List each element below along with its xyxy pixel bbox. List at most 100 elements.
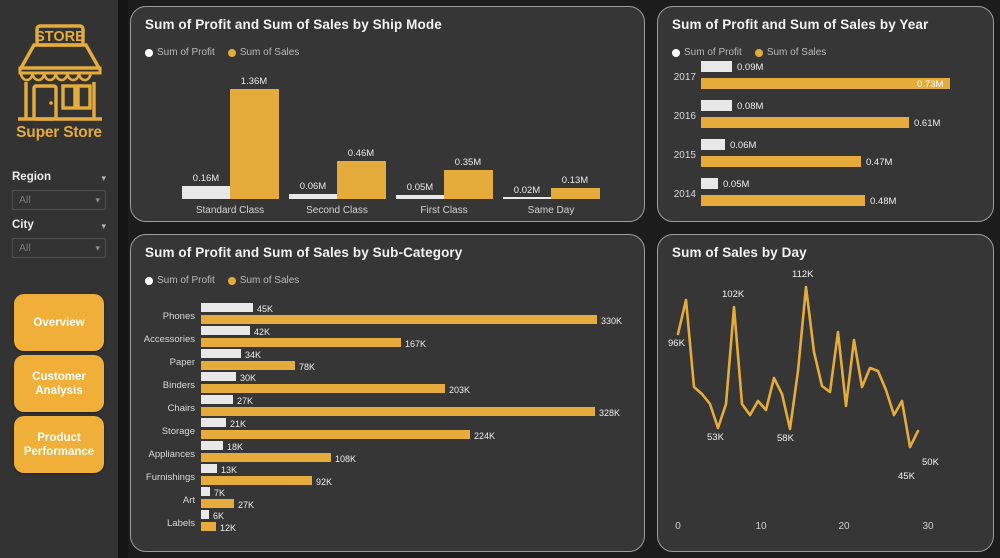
chevron-down-icon-city: ▾	[95, 243, 100, 253]
bar-profit-2017[interactable]	[701, 61, 732, 72]
nav-button-product-performance-label: Product Performance	[23, 431, 95, 458]
category-paper: Paper	[169, 357, 195, 368]
bar-sales-accessories[interactable]	[201, 338, 401, 347]
bar-sales-art[interactable]	[201, 499, 234, 508]
legend-label-profit: Sum of Profit	[157, 47, 215, 58]
value-profit-2016: 0.08M	[737, 101, 764, 112]
bar-profit-appliances[interactable]	[201, 441, 223, 450]
bar-sales-2015[interactable]	[701, 156, 861, 167]
category-accessories: Accessories	[143, 334, 195, 345]
bar-sales-furnishings[interactable]	[201, 476, 312, 485]
value-profit-standard-class: 0.16M	[192, 173, 220, 184]
legend-dot-sales-icon	[754, 48, 763, 57]
bar-sales-labels[interactable]	[201, 522, 216, 531]
bar-profit-phones[interactable]	[201, 303, 253, 312]
category-furnishings: Furnishings	[145, 472, 195, 483]
value-profit-same-day: 0.02M	[513, 185, 541, 196]
bar-profit-second-class[interactable]	[289, 194, 337, 199]
nav-button-product-performance[interactable]: Product Performance	[14, 416, 104, 473]
value-sales-accessories: 167K	[405, 339, 427, 349]
bar-profit-binders[interactable]	[201, 372, 236, 381]
legend-item-profit[interactable]: Sum of Profit	[145, 275, 215, 286]
legend-dot-sales-icon	[227, 48, 236, 57]
line-chart-sales-by-day[interactable]	[658, 235, 994, 552]
category-2016: 2016	[673, 111, 696, 122]
category-chairs: Chairs	[167, 403, 195, 414]
bar-sales-same-day[interactable]	[551, 188, 600, 199]
line-series-sales	[676, 285, 920, 449]
city-dropdown[interactable]: All ▾	[12, 238, 106, 258]
bar-profit-art[interactable]	[201, 487, 210, 496]
bar-profit-paper[interactable]	[201, 349, 241, 358]
chevron-down-icon-city-header[interactable]: ▾	[101, 221, 106, 231]
region-dropdown[interactable]: All ▾	[12, 190, 106, 210]
annotation-45k: 45K	[898, 471, 915, 482]
value-sales-second-class: 0.46M	[347, 148, 375, 159]
legend-dot-sales-icon	[227, 276, 236, 285]
bar-profit-first-class[interactable]	[396, 195, 444, 199]
legend-item-sales[interactable]: Sum of Sales	[754, 47, 826, 58]
bar-sales-phones[interactable]	[201, 315, 597, 324]
bar-sales-first-class[interactable]	[444, 170, 493, 199]
bar-sales-appliances[interactable]	[201, 453, 331, 462]
slicer-label-region: Region	[12, 171, 51, 183]
nav-button-customer-analysis-label: Customer Analysis	[32, 370, 86, 397]
nav-button-overview[interactable]: Overview	[14, 294, 104, 351]
bar-sales-2016[interactable]	[701, 117, 909, 128]
legend-label-sales: Sum of Sales	[239, 47, 300, 58]
bar-sales-paper[interactable]	[201, 361, 295, 370]
category-second-class: Second Class	[306, 205, 368, 216]
bar-profit-2015[interactable]	[701, 139, 725, 150]
legend-label-sales: Sum of Sales	[239, 275, 300, 286]
bar-sales-standard-class[interactable]	[230, 89, 279, 199]
xtick-20: 20	[838, 521, 850, 532]
category-storage: Storage	[161, 426, 195, 437]
sidebar: STORE Super Store Region ▾ All ▾ City ▾ …	[0, 0, 118, 558]
category-binders: Binders	[162, 380, 195, 391]
chevron-down-icon-region-header[interactable]: ▾	[101, 173, 106, 183]
card-sub-category-title: Sum of Profit and Sum of Sales by Sub-Ca…	[145, 245, 463, 260]
legend-item-profit[interactable]: Sum of Profit	[672, 47, 742, 58]
bar-sales-storage[interactable]	[201, 430, 470, 439]
legend-item-profit[interactable]: Sum of Profit	[145, 47, 215, 58]
annotation-96k: 96K	[668, 338, 685, 349]
nav-button-overview-label: Overview	[33, 316, 85, 329]
bar-sales-second-class[interactable]	[337, 161, 386, 199]
bar-profit-chairs[interactable]	[201, 395, 233, 404]
nav-button-customer-analysis[interactable]: Customer Analysis	[14, 355, 104, 412]
legend-sub-category: Sum of Profit Sum of Sales	[145, 275, 308, 286]
bar-profit-furnishings[interactable]	[201, 464, 217, 473]
card-sales-by-day: Sum of Sales by Day 96K 53K 102K 58K 112…	[657, 234, 994, 552]
value-profit-binders: 30K	[240, 373, 257, 383]
value-sales-labels: 12K	[220, 523, 237, 533]
legend-item-sales[interactable]: Sum of Sales	[227, 47, 300, 58]
bar-profit-2014[interactable]	[701, 178, 718, 189]
category-appliances: Appliances	[148, 449, 195, 460]
legend-item-sales[interactable]: Sum of Sales	[227, 275, 300, 286]
bar-sales-2017[interactable]	[701, 78, 950, 89]
annotation-102k: 102K	[722, 289, 745, 300]
bar-profit-2016[interactable]	[701, 100, 732, 111]
bar-profit-labels[interactable]	[201, 510, 209, 519]
bar-sales-2014[interactable]	[701, 195, 865, 206]
bar-profit-standard-class[interactable]	[182, 186, 230, 199]
value-sales-binders: 203K	[449, 385, 471, 395]
value-sales-paper: 78K	[299, 362, 316, 372]
value-profit-storage: 21K	[230, 419, 247, 429]
value-sales-2015: 0.47M	[866, 157, 893, 168]
bar-sales-binders[interactable]	[201, 384, 445, 393]
bar-profit-same-day[interactable]	[503, 197, 551, 199]
legend-dot-profit-icon	[145, 276, 153, 285]
card-ship-mode: Sum of Profit and Sum of Sales by Ship M…	[130, 6, 645, 222]
value-sales-appliances: 108K	[335, 454, 357, 464]
bar-sales-chairs[interactable]	[201, 407, 595, 416]
value-profit-furnishings: 13K	[221, 465, 238, 475]
bar-profit-storage[interactable]	[201, 418, 226, 427]
xtick-30: 30	[922, 521, 934, 532]
category-2015: 2015	[673, 150, 696, 161]
category-2017: 2017	[673, 72, 696, 83]
category-2014: 2014	[673, 189, 696, 200]
bar-profit-accessories[interactable]	[201, 326, 250, 335]
xtick-10: 10	[755, 521, 767, 532]
